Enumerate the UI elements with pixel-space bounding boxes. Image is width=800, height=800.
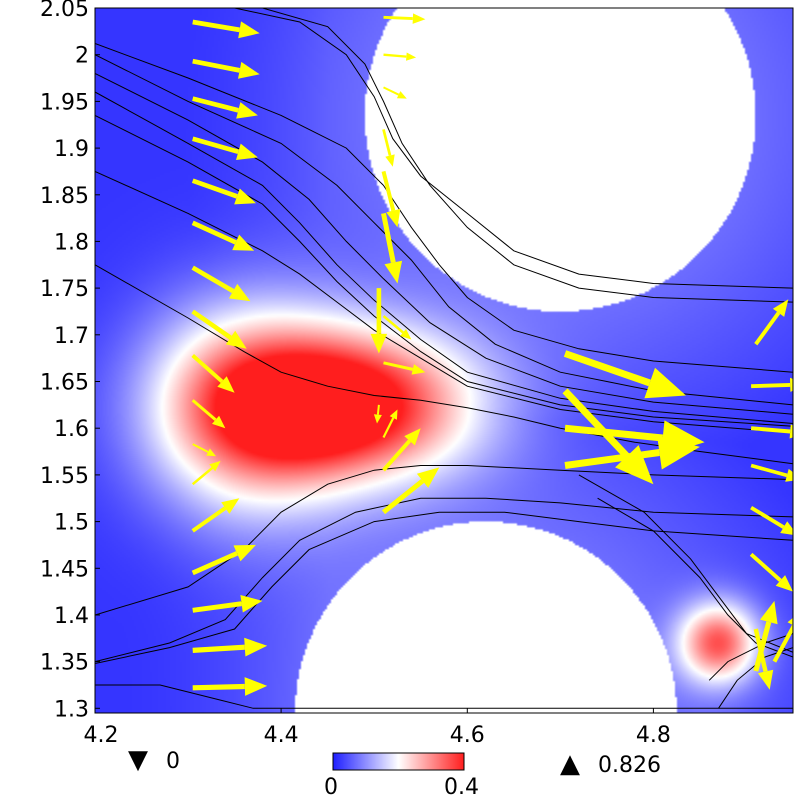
streamline-12 [95, 684, 793, 709]
y-axis: 1.3 1.35 1.4 1.45 1.5 1.55 1.6 1.65 1.7 1.75 1.8 1.… [40, 0, 100, 722]
y-tick-label: 1.85 [40, 184, 89, 209]
legend: ▼ 0 0 0.4 ▲ 0.826 [128, 745, 661, 800]
streamline-10 [95, 497, 793, 663]
velocity-arrow-28 [382, 428, 421, 472]
streamline-11 [95, 511, 793, 664]
velocity-arrow-30 [563, 350, 686, 399]
velocity-arrow-41 [753, 600, 778, 672]
y-tick-label: 1.35 [40, 651, 89, 676]
velocity-arrow-0 [192, 19, 260, 39]
velocity-arrow-42 [772, 617, 793, 663]
velocity-arrow-24 [382, 315, 412, 340]
streamline-3 [95, 72, 793, 415]
velocity-arrow-14 [192, 595, 263, 613]
velocity-arrows [191, 13, 793, 696]
y-tick-label: 1.5 [54, 511, 89, 536]
streamline-14 [578, 474, 793, 653]
x-tick-label: 4.8 [636, 723, 671, 748]
streamline-9 [95, 465, 793, 616]
velocity-arrow-6 [191, 265, 251, 302]
min-marker-symbol: ▼ [128, 745, 148, 775]
colorbar-min-label: 0 [324, 775, 338, 800]
velocity-arrow-11 [191, 460, 221, 486]
velocity-arrow-21 [381, 170, 401, 228]
velocity-arrow-29 [381, 467, 440, 515]
x-tick-label: 4.6 [450, 723, 485, 748]
velocity-arrow-37 [750, 463, 793, 482]
velocity-arrow-10 [192, 443, 216, 457]
velocity-arrow-38 [750, 505, 793, 535]
velocity-arrow-18 [383, 52, 417, 61]
velocity-arrow-16 [192, 677, 268, 696]
min-marker-value: 0 [166, 749, 180, 774]
velocity-arrow-4 [191, 178, 256, 205]
velocity-arrow-1 [192, 58, 260, 79]
y-tick-label: 2.05 [40, 0, 89, 22]
velocity-arrow-35 [751, 377, 793, 392]
streamline-1 [95, 114, 793, 427]
y-tick-label: 1.65 [40, 371, 89, 396]
streamline-0 [95, 264, 793, 465]
velocity-arrow-9 [191, 399, 226, 429]
velocity-arrow-17 [383, 13, 426, 24]
y-tick-label: 1.9 [54, 137, 89, 162]
y-tick-label: 1.55 [40, 464, 89, 489]
velocity-arrow-7 [191, 309, 247, 349]
max-marker-value: 0.826 [598, 753, 661, 778]
colorbar [332, 752, 465, 771]
velocity-arrow-19 [383, 86, 407, 99]
streamline-4 [95, 54, 793, 406]
x-tick-label: 4.4 [264, 723, 299, 748]
y-tick-label: 1.3 [54, 697, 89, 722]
x-tick-label: 4.2 [84, 723, 119, 748]
streamline-8 [262, 8, 793, 303]
colorbar-max-label: 0.4 [444, 775, 479, 800]
streamline-15 [708, 633, 793, 681]
velocity-arrow-26 [373, 404, 382, 424]
velocity-arrow-23 [370, 288, 388, 354]
y-tick-label: 1.75 [40, 277, 89, 302]
y-tick-label: 1.4 [54, 604, 89, 629]
velocity-arrow-13 [191, 544, 256, 576]
y-tick-label: 1.95 [40, 90, 89, 115]
velocity-arrow-34 [754, 299, 789, 346]
x-axis: 4.2 4.4 4.6 4.8 [84, 708, 671, 748]
velocity-arrow-2 [192, 96, 258, 119]
velocity-arrow-5 [191, 220, 255, 251]
velocity-arrow-8 [191, 353, 235, 393]
streamlines [95, 8, 793, 709]
y-tick-label: 2 [75, 44, 89, 69]
velocity-arrow-36 [750, 424, 793, 439]
streamline-5 [95, 43, 793, 373]
velocity-arrow-39 [749, 552, 793, 592]
plot-frame [94, 7, 794, 714]
y-tick-label: 1.6 [54, 417, 89, 442]
y-tick-label: 1.8 [54, 230, 89, 255]
streamline-2 [95, 91, 793, 424]
velocity-arrow-31 [562, 388, 654, 485]
streamline-7 [234, 8, 793, 289]
max-marker-symbol: ▲ [560, 749, 580, 779]
velocity-arrow-3 [192, 136, 258, 160]
velocity-arrow-20 [382, 129, 395, 167]
y-tick-label: 1.45 [40, 557, 89, 582]
velocity-arrow-33 [564, 435, 700, 470]
heatmap-field [95, 8, 793, 713]
y-tick-label: 1.7 [54, 324, 89, 349]
velocity-arrow-22 [381, 212, 403, 284]
velocity-arrow-27 [382, 409, 398, 438]
velocity-arrow-15 [192, 637, 268, 657]
velocity-arrow-12 [191, 498, 240, 533]
velocity-arrow-25 [383, 361, 426, 375]
